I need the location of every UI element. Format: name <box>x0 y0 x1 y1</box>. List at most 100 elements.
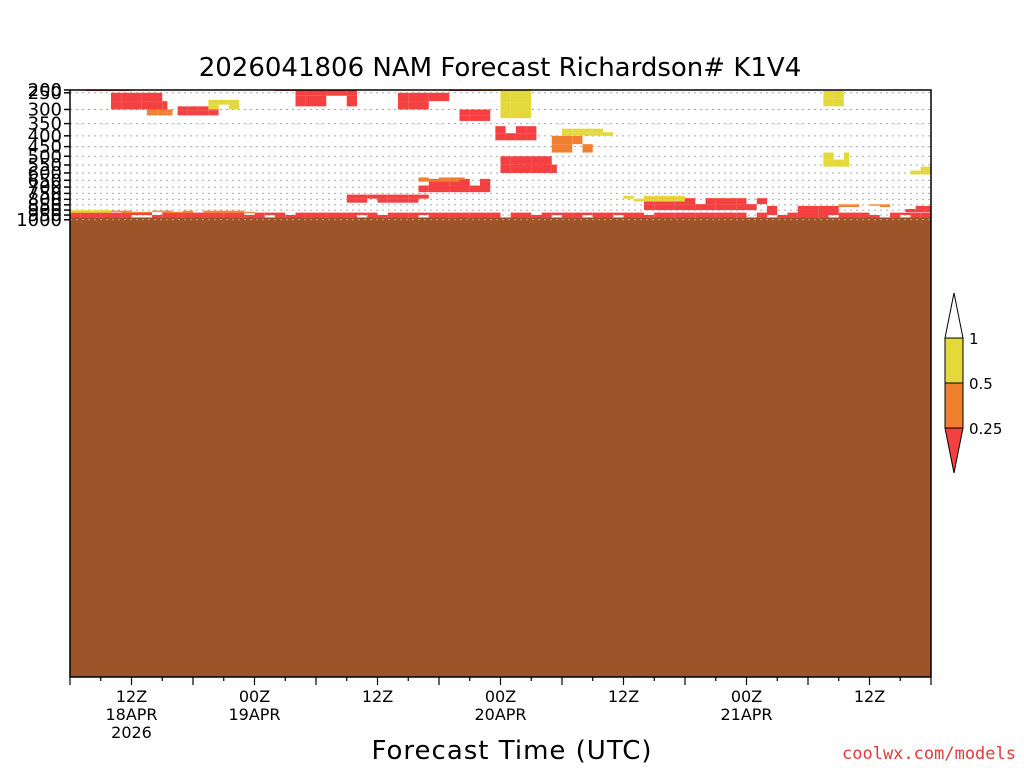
ri-cell <box>234 212 245 216</box>
ri-cell <box>828 209 839 214</box>
ri-cell <box>377 194 388 199</box>
ri-cell <box>915 209 926 213</box>
ri-cell <box>469 115 480 121</box>
y-tick-label: 500 <box>28 146 62 167</box>
ri-cell <box>223 212 234 216</box>
ri-cell <box>254 212 265 216</box>
ri-cell <box>480 212 491 216</box>
ri-cell <box>505 133 516 141</box>
chart-title: 2026041806 NAM Forecast Richardson# K1V4 <box>199 53 802 83</box>
ri-cell <box>449 215 460 218</box>
ri-cell <box>121 210 132 212</box>
ri-cell <box>890 212 901 216</box>
ri-cell <box>572 215 583 218</box>
ri-cell <box>428 215 439 218</box>
ri-cell <box>121 215 132 218</box>
ri-cell <box>367 215 378 218</box>
ri-cell <box>295 215 306 218</box>
ri-cell <box>644 215 655 218</box>
ri-cell <box>664 204 675 211</box>
ri-cell <box>495 126 506 134</box>
ri-cell <box>490 212 501 216</box>
ri-cell <box>295 95 306 107</box>
ri-cell <box>879 204 890 206</box>
ri-cell <box>193 212 204 216</box>
ri-cell <box>408 101 419 110</box>
ri-cell <box>603 215 614 218</box>
ri-cell <box>849 204 860 206</box>
ri-cell <box>644 198 655 202</box>
ri-cell <box>398 101 409 110</box>
ri-cell <box>859 212 870 216</box>
ri-cell <box>551 164 557 173</box>
ri-cell <box>398 194 409 199</box>
x-tick-label: 00Z <box>731 687 762 706</box>
ri-cell <box>418 194 429 199</box>
ri-cell <box>654 204 665 211</box>
ri-cell <box>521 156 532 165</box>
ri-cell <box>80 211 91 213</box>
ri-cell <box>910 212 921 216</box>
ri-cell <box>326 212 337 216</box>
ground-layer <box>70 217 931 677</box>
ri-cell <box>326 215 337 218</box>
ri-cell <box>695 204 706 211</box>
ri-cell <box>797 209 808 214</box>
ri-cell <box>218 99 229 105</box>
ri-cell <box>521 90 532 103</box>
x-tick-label: 12Z <box>854 687 885 706</box>
ri-cell <box>182 215 193 218</box>
ri-cell <box>398 212 409 216</box>
ri-cell <box>613 212 624 216</box>
ri-cell <box>234 215 245 218</box>
y-tick-label: 700 <box>28 177 62 198</box>
ri-cell <box>510 156 521 165</box>
ri-cell <box>428 185 439 193</box>
ri-cell <box>100 211 111 213</box>
ri-cell <box>869 204 880 206</box>
ri-cell <box>111 215 122 218</box>
ri-cell <box>336 212 347 216</box>
ri-cell <box>838 205 849 207</box>
ri-cell <box>418 101 429 110</box>
ri-cell <box>346 194 357 199</box>
ri-cell <box>326 90 337 96</box>
ri-cell <box>823 152 834 160</box>
ri-cell <box>664 198 675 202</box>
ri-cell <box>203 210 214 212</box>
ri-cell <box>592 215 603 218</box>
ri-cell <box>428 212 439 216</box>
ri-cell <box>162 211 173 214</box>
ri-cell <box>695 215 706 218</box>
ri-cell <box>152 92 163 102</box>
ri-cell <box>910 215 921 218</box>
ri-cell <box>674 212 685 216</box>
ri-cell <box>439 92 450 102</box>
ri-cell <box>90 211 101 213</box>
ri-cell <box>146 109 158 113</box>
ri-cell <box>346 95 357 107</box>
ri-cell <box>418 177 429 180</box>
ri-cell <box>818 209 829 214</box>
ri-cell <box>521 215 532 218</box>
ri-cell <box>198 110 209 116</box>
ri-cell <box>182 210 193 212</box>
ri-cell <box>603 132 614 136</box>
ri-cell <box>531 215 542 218</box>
ri-cell <box>715 198 726 205</box>
ri-cell <box>808 205 819 210</box>
ri-cell <box>582 132 593 136</box>
ri-cell <box>726 204 737 211</box>
ri-cell <box>80 215 91 218</box>
legend: 1 0.5 0.25 <box>944 292 1002 474</box>
ri-cell <box>838 212 849 216</box>
ri-cell <box>398 215 409 218</box>
ri-cell <box>572 212 583 216</box>
ri-cell <box>736 198 747 205</box>
ri-cell <box>152 101 163 110</box>
ri-cell <box>823 159 834 167</box>
ri-cell <box>469 185 480 193</box>
ri-cell <box>510 164 521 173</box>
y-tick-label: 900 <box>28 200 62 221</box>
ri-cell <box>213 215 224 218</box>
